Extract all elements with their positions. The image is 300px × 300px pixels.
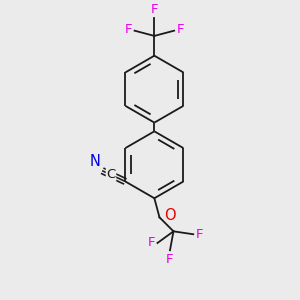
Text: F: F (176, 23, 184, 36)
Text: F: F (196, 228, 203, 241)
Text: O: O (164, 208, 176, 224)
Text: F: F (148, 236, 155, 250)
Text: F: F (151, 3, 158, 16)
Text: F: F (125, 23, 132, 36)
Text: C: C (106, 168, 116, 181)
Text: N: N (90, 154, 101, 169)
Text: F: F (166, 253, 174, 266)
